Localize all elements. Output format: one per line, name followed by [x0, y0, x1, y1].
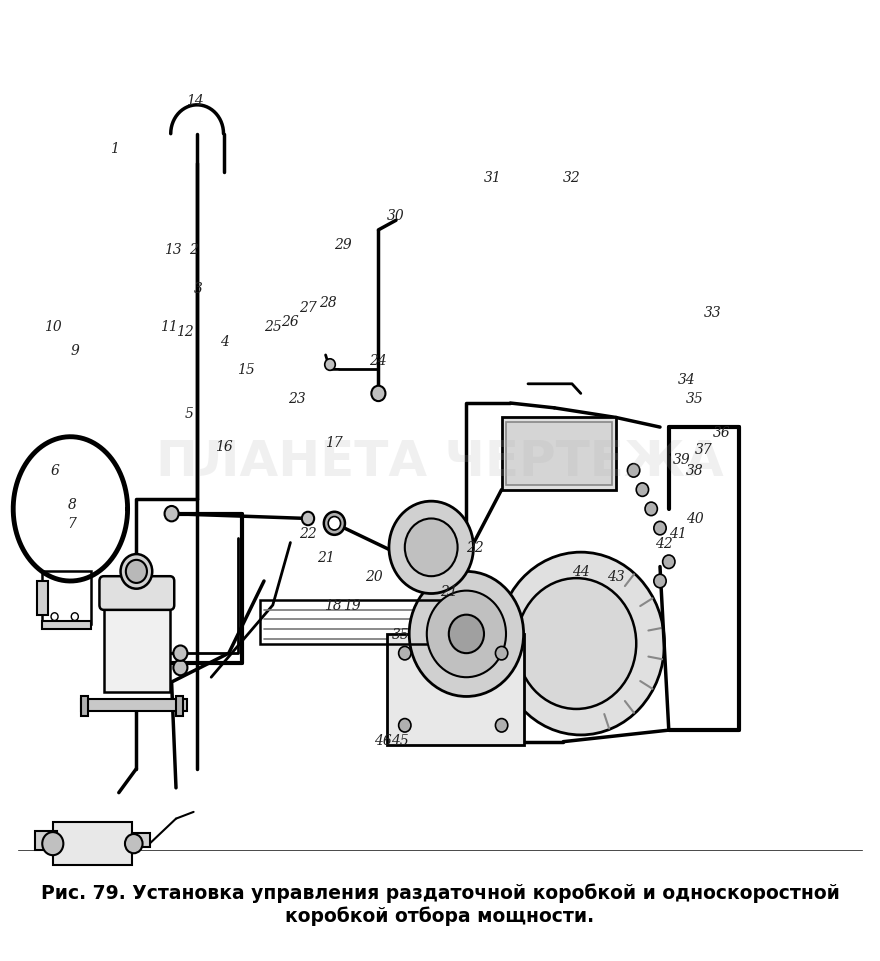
Bar: [42, 622, 91, 629]
Text: 9: 9: [70, 344, 79, 357]
Text: 29: 29: [334, 238, 352, 252]
Text: 44: 44: [572, 565, 590, 579]
Circle shape: [325, 359, 335, 371]
Bar: [53, 822, 132, 865]
Circle shape: [165, 506, 179, 522]
Text: 2: 2: [189, 243, 198, 257]
Circle shape: [654, 575, 666, 588]
Bar: [176, 697, 183, 716]
Text: 3: 3: [194, 282, 202, 295]
Text: 24: 24: [370, 354, 387, 367]
Text: 4: 4: [220, 334, 229, 348]
Circle shape: [405, 519, 458, 577]
Circle shape: [173, 646, 187, 661]
Circle shape: [125, 834, 143, 853]
Circle shape: [627, 464, 640, 478]
Text: 12: 12: [176, 325, 194, 338]
Circle shape: [42, 832, 63, 855]
Text: 5: 5: [185, 407, 194, 420]
FancyBboxPatch shape: [99, 577, 174, 610]
Circle shape: [51, 613, 58, 621]
Circle shape: [495, 719, 508, 732]
Text: 36: 36: [713, 426, 730, 439]
Text: 1: 1: [110, 142, 119, 156]
Circle shape: [399, 719, 411, 732]
Circle shape: [409, 572, 524, 697]
Bar: [502, 418, 616, 490]
Circle shape: [71, 613, 78, 621]
Text: 41: 41: [669, 527, 686, 540]
Bar: [104, 605, 170, 692]
Text: 19: 19: [343, 599, 361, 612]
Text: 35: 35: [686, 392, 704, 406]
Text: 31: 31: [484, 171, 502, 185]
Text: 17: 17: [326, 435, 343, 449]
Text: 42: 42: [656, 536, 673, 550]
Circle shape: [427, 591, 506, 678]
Circle shape: [371, 386, 385, 402]
Text: 27: 27: [299, 301, 317, 314]
Circle shape: [302, 512, 314, 526]
Text: 38: 38: [686, 464, 704, 478]
Text: 26: 26: [282, 315, 299, 329]
Text: 10: 10: [44, 320, 62, 333]
Circle shape: [636, 483, 649, 497]
Circle shape: [126, 560, 147, 583]
Text: 28: 28: [319, 296, 337, 309]
Circle shape: [517, 579, 636, 709]
Circle shape: [497, 553, 664, 735]
Text: коробкой отбора мощности.: коробкой отбора мощности.: [285, 905, 595, 924]
Circle shape: [663, 555, 675, 569]
Text: 20: 20: [365, 570, 383, 583]
Bar: [260, 601, 458, 644]
Text: 23: 23: [288, 392, 305, 406]
Text: 32: 32: [563, 171, 581, 185]
Circle shape: [173, 660, 187, 676]
Bar: [506, 423, 612, 485]
Text: 22: 22: [299, 527, 317, 540]
Text: 46: 46: [374, 733, 392, 747]
Text: ПЛАНЕТА ЧЕРТЕЖА: ПЛАНЕТА ЧЕРТЕЖА: [156, 437, 724, 485]
Circle shape: [645, 503, 657, 516]
Text: 40: 40: [686, 512, 704, 526]
Bar: [81, 700, 187, 711]
Circle shape: [324, 512, 345, 535]
Bar: [132, 833, 150, 848]
Text: 6: 6: [50, 464, 59, 478]
Text: 43: 43: [607, 570, 625, 583]
Circle shape: [121, 554, 152, 589]
Bar: [42, 572, 91, 625]
Text: 7: 7: [68, 517, 77, 530]
Text: 37: 37: [695, 443, 713, 456]
Text: 11: 11: [160, 320, 178, 333]
Circle shape: [449, 615, 484, 653]
Text: 13: 13: [165, 243, 182, 257]
Circle shape: [389, 502, 473, 594]
Text: 16: 16: [216, 440, 233, 454]
Text: 15: 15: [238, 363, 255, 377]
Text: 21: 21: [440, 584, 458, 598]
Bar: [37, 581, 48, 615]
Text: Рис. 79. Установка управления раздаточной коробкой и односкоростной: Рис. 79. Установка управления раздаточно…: [40, 882, 840, 901]
Text: 14: 14: [187, 94, 204, 108]
FancyBboxPatch shape: [387, 634, 524, 745]
Text: 45: 45: [392, 733, 409, 747]
Circle shape: [495, 647, 508, 660]
Text: 25: 25: [264, 320, 282, 333]
Text: 8: 8: [68, 498, 77, 511]
Text: 21: 21: [317, 551, 334, 564]
Text: 22: 22: [466, 541, 484, 554]
Text: 30: 30: [387, 209, 405, 223]
Text: 35: 35: [392, 628, 409, 641]
Text: 18: 18: [324, 599, 341, 612]
Circle shape: [399, 647, 411, 660]
Circle shape: [654, 522, 666, 535]
Text: 34: 34: [678, 373, 695, 386]
Text: 39: 39: [673, 453, 691, 466]
Text: 33: 33: [704, 306, 722, 319]
Bar: [35, 831, 57, 850]
Bar: [81, 697, 88, 716]
Circle shape: [328, 517, 341, 530]
